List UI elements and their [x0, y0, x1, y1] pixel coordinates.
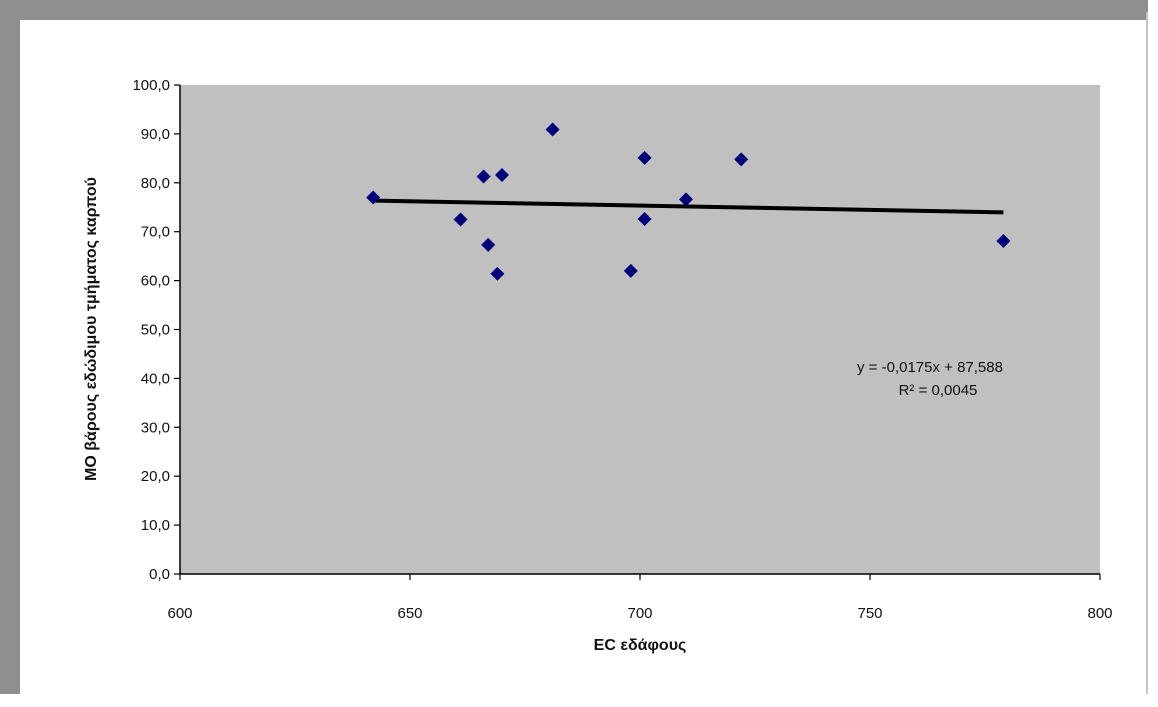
data-points — [366, 122, 1011, 281]
data-point — [490, 266, 505, 281]
y-tick-label: 30,0 — [141, 419, 170, 436]
data-point — [366, 190, 381, 205]
data-point — [476, 169, 491, 184]
y-axis-ticks: 0,0 10,0 20,0 30,0 40,0 50,0 60,0 70,0 80,0 90,0 1… — [132, 77, 180, 583]
data-point — [637, 211, 652, 226]
data-point — [734, 152, 749, 167]
frame-left-border — [0, 0, 20, 694]
r-squared-label: R² = 0,0045 — [899, 382, 978, 399]
y-tick-label: 60,0 — [141, 273, 170, 290]
x-tick-label: 650 — [397, 605, 422, 622]
y-tick-label: 40,0 — [141, 370, 170, 387]
frame-right-border — [1146, 12, 1148, 694]
data-point — [453, 212, 468, 227]
data-point — [481, 237, 496, 252]
y-tick-label: 20,0 — [141, 468, 170, 485]
trendline — [373, 198, 1004, 215]
x-tick-label: 750 — [857, 605, 882, 622]
data-point — [545, 122, 560, 137]
x-axis-title: EC εδάφους — [594, 637, 687, 654]
x-axis-ticks: 600 650 700 750 800 — [167, 574, 1113, 622]
x-tick-label: 800 — [1087, 605, 1112, 622]
trendline-equation: y = -0,0175x + 87,588 — [857, 359, 1003, 376]
y-tick-label: 10,0 — [141, 517, 170, 534]
data-point — [679, 192, 693, 207]
data-point — [996, 233, 1011, 248]
y-tick-label: 0,0 — [149, 566, 170, 583]
y-tick-label: 50,0 — [141, 322, 170, 339]
y-tick-label: 80,0 — [141, 175, 170, 192]
x-tick-label: 700 — [627, 605, 652, 622]
data-point — [495, 167, 509, 182]
y-tick-label: 70,0 — [141, 224, 170, 241]
y-axis-title: ΜΟ βάρους εδώδιμου τμήματος καρπού — [83, 177, 100, 481]
plot-area — [180, 85, 1100, 574]
trendline-layer — [373, 198, 1004, 215]
data-point — [637, 150, 652, 165]
x-tick-label: 600 — [167, 605, 192, 622]
y-tick-label: 100,0 — [132, 77, 170, 94]
y-tick-label: 90,0 — [141, 126, 170, 143]
data-point — [623, 263, 638, 278]
frame-top-border — [0, 0, 1148, 20]
